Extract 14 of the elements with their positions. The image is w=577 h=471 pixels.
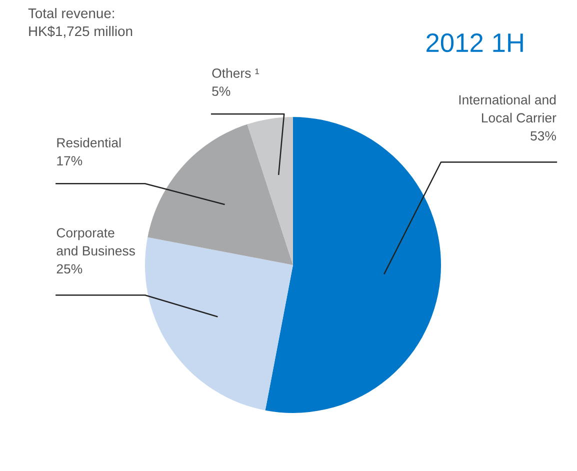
data-label: 25%: [56, 264, 82, 274]
text: Total revenue: HK$1,725 million: [28, 8, 132, 38]
pie-slice: [265, 117, 441, 413]
slice-label: Corporate and Business: [56, 228, 135, 256]
pie-slice: [148, 124, 293, 265]
pie-slice: [247, 117, 293, 265]
data-label: 53%: [530, 131, 556, 141]
data-label: 5%: [212, 86, 230, 96]
slice-label: Others ¹: [212, 68, 259, 78]
data-label: 17%: [57, 156, 82, 166]
slice-label: International and Local Carrier: [459, 94, 556, 123]
chart-title: 2012 1H: [426, 33, 523, 52]
slice-label: Residential: [57, 138, 121, 148]
pie-slice: [145, 237, 293, 410]
